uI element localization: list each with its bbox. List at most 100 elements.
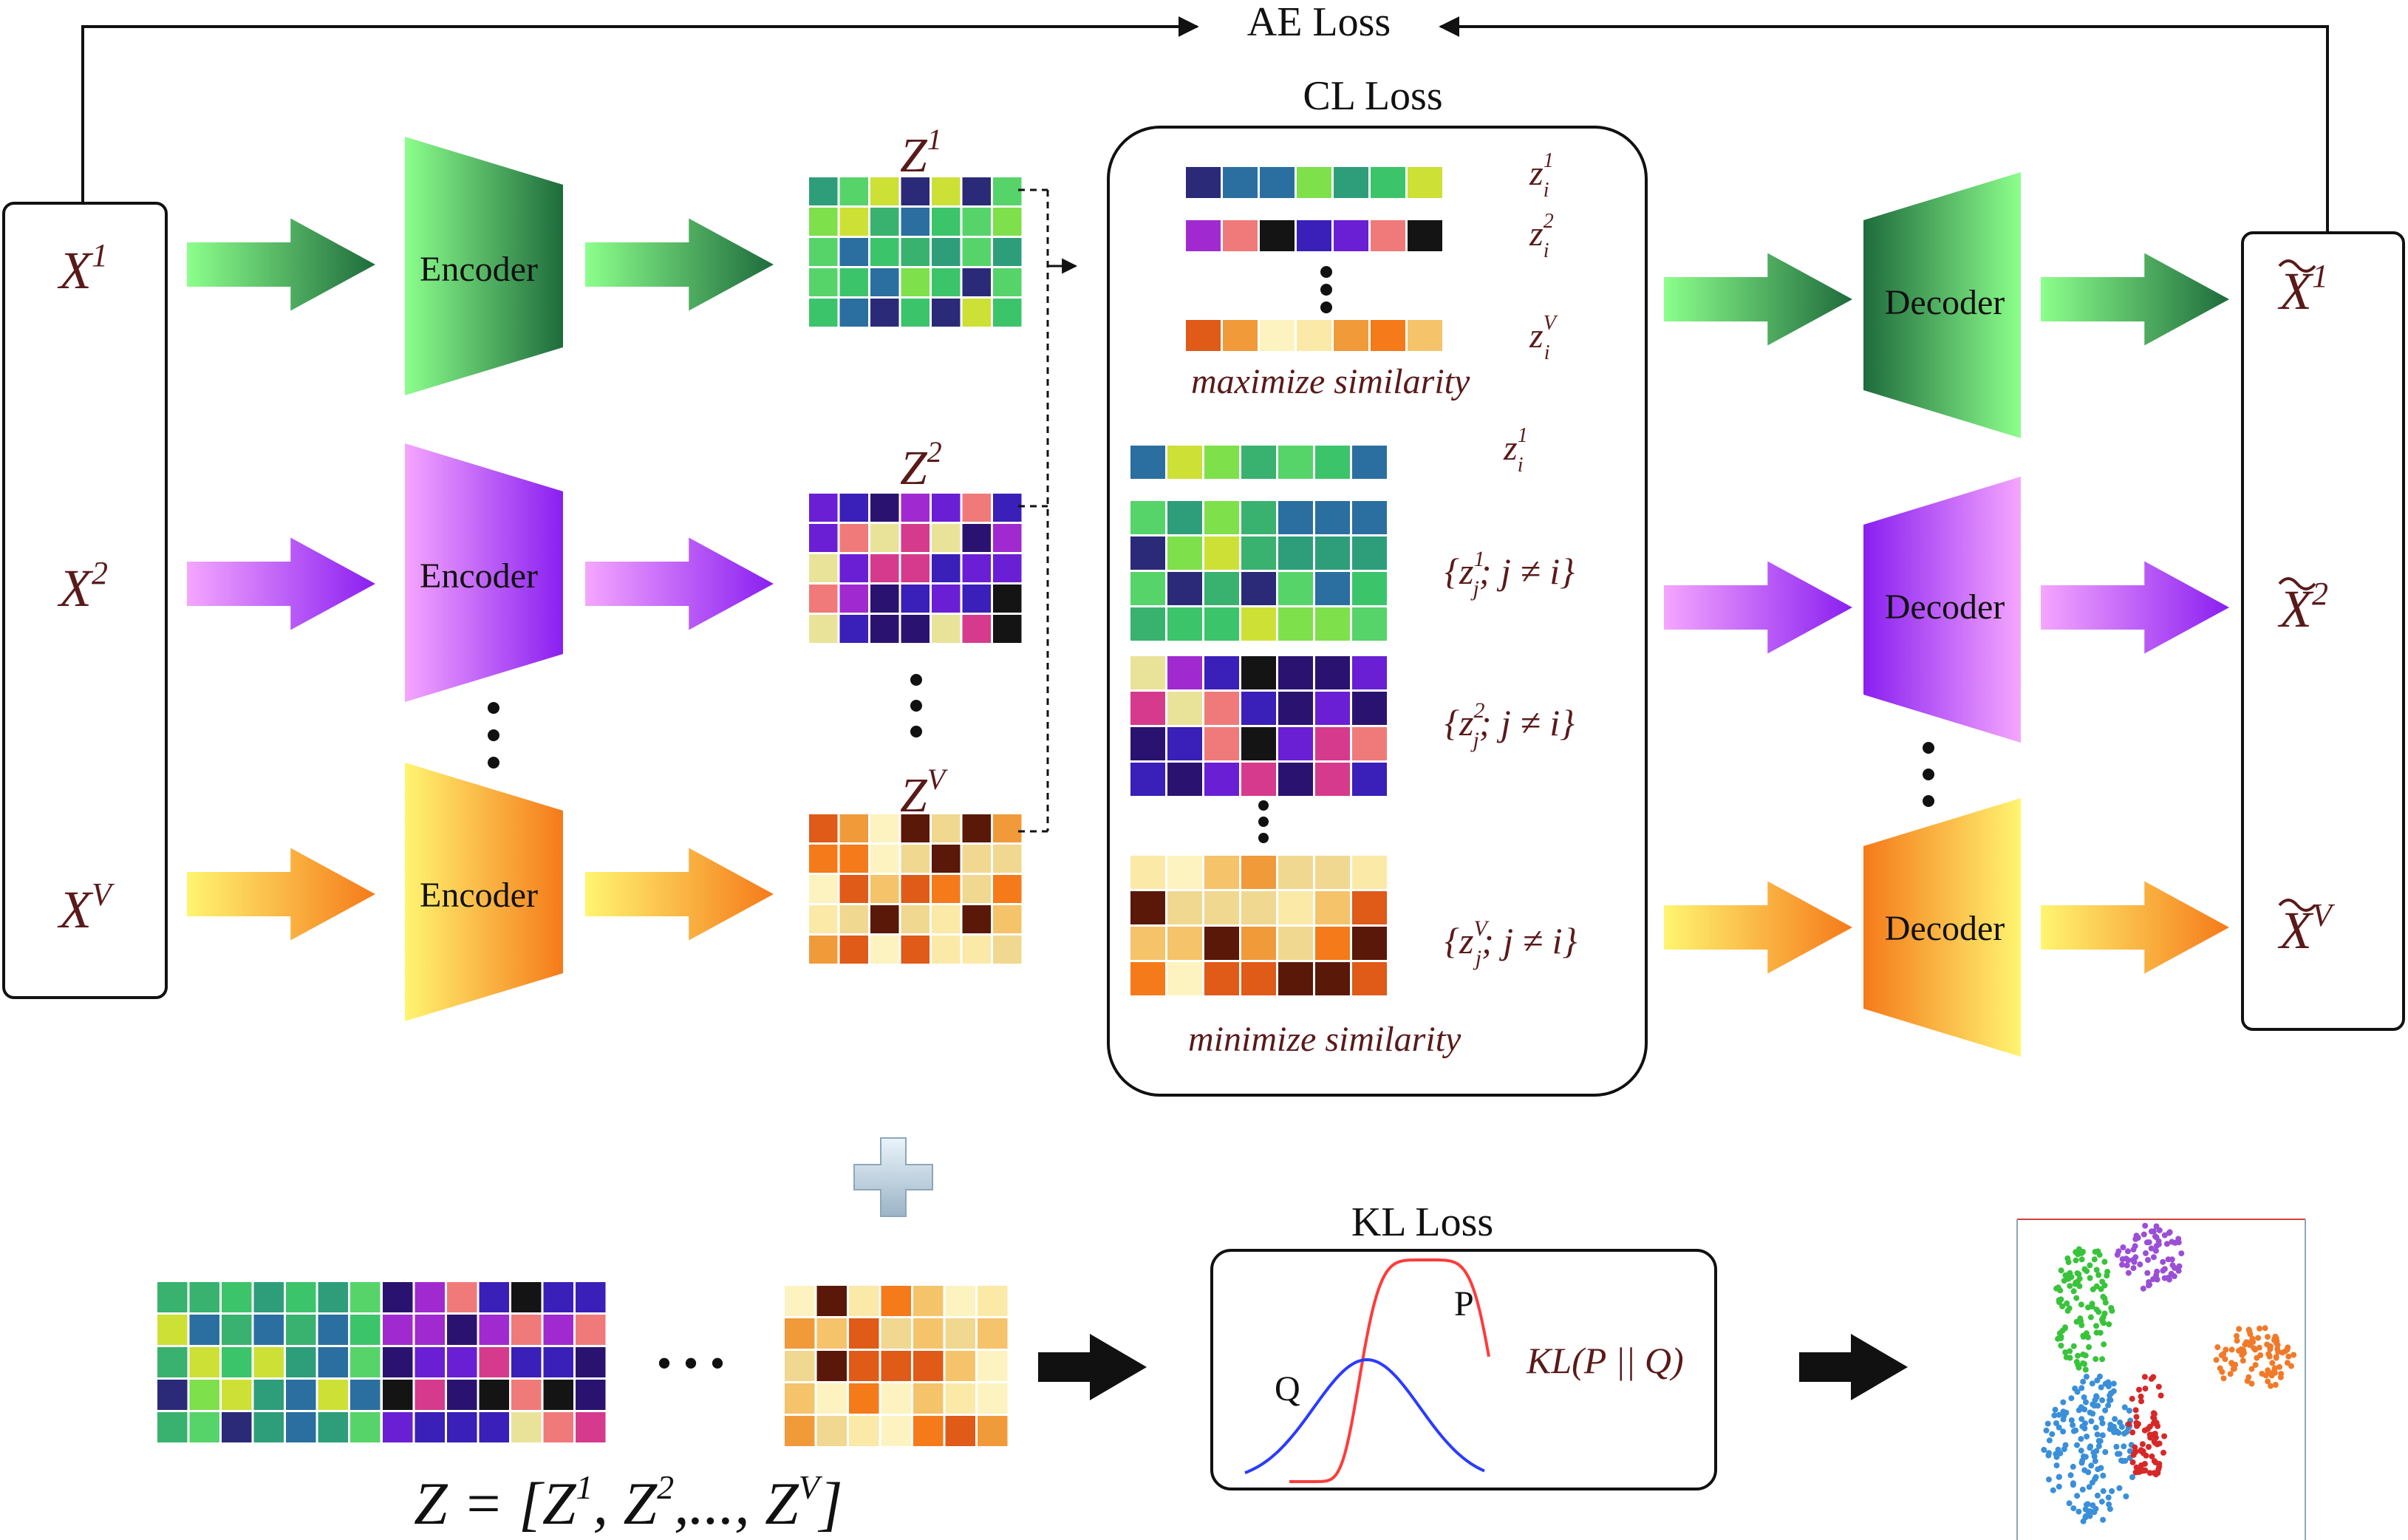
scatter-point	[2082, 1420, 2088, 1427]
zv-cell	[962, 875, 991, 903]
recon-x1: X1	[2277, 258, 2328, 321]
scatter-point	[2097, 1329, 2104, 1336]
z1-cell	[932, 299, 961, 327]
fused-z2-cell	[447, 1315, 477, 1345]
cl-neg-zv-cell	[1315, 927, 1350, 960]
svg-text:Encoder: Encoder	[420, 250, 538, 289]
fused-z2-cell	[479, 1347, 509, 1377]
input-xv: XV	[57, 876, 115, 939]
cl-neg-z2-cell	[1204, 763, 1239, 796]
scatter-point	[2130, 1265, 2137, 1272]
z2-cell	[932, 494, 961, 522]
scatter-point	[2087, 1443, 2094, 1450]
cl-neg-z2-cell	[1130, 692, 1165, 725]
scatter-point	[2148, 1245, 2155, 1252]
cl-neg-zv-cell	[1352, 856, 1387, 889]
scatter-point	[2154, 1441, 2160, 1448]
arrow-input-to-encoder-3	[187, 848, 375, 941]
scatter-point	[2107, 1425, 2113, 1432]
q-label: Q	[1275, 1369, 1300, 1408]
fused-zv-cell	[978, 1351, 1008, 1381]
fused-z1-cell	[253, 1282, 284, 1312]
scatter-point	[2156, 1227, 2163, 1233]
cl-neg-z2-cell	[1278, 656, 1313, 689]
fused-z1-cell	[286, 1347, 316, 1377]
scatter-point	[2137, 1261, 2143, 1268]
cl-neg-z1-cell	[1241, 501, 1276, 534]
fused-z2-cell	[511, 1412, 542, 1442]
z2-cell	[993, 554, 1022, 582]
z1-cell	[932, 208, 961, 236]
z1-cell	[870, 208, 899, 236]
scatter-point	[2236, 1326, 2242, 1332]
cl-neg-zv-cell	[1241, 856, 1276, 889]
scatter-point	[2100, 1516, 2107, 1523]
z1-cell	[901, 238, 930, 266]
scatter-point	[2285, 1353, 2292, 1360]
fused-z1-cell	[157, 1347, 188, 1377]
scatter-point	[2094, 1377, 2101, 1383]
scatter-point	[2118, 1424, 2125, 1430]
zv-cell	[901, 875, 930, 903]
z2-cell	[870, 524, 899, 552]
scatter-point	[2053, 1420, 2059, 1426]
cl-neg-z1-cell	[1315, 536, 1350, 570]
z2-cell	[901, 554, 930, 582]
z2-cell	[993, 524, 1022, 552]
cl-neg-zv-cell	[1167, 891, 1202, 924]
zv-cell	[901, 814, 930, 842]
scatter-point	[2078, 1416, 2085, 1423]
scatter-point	[2288, 1363, 2294, 1369]
fused-z2-cell	[415, 1315, 445, 1345]
cl-loss-panel	[1107, 126, 1648, 1097]
latent-z1-matrix	[809, 177, 1022, 327]
reconstructed-views-box	[2241, 231, 2405, 1031]
scatter-point	[2086, 1484, 2092, 1490]
scatter-point	[2153, 1420, 2160, 1426]
cl-neg-z2-cell	[1241, 727, 1276, 760]
cl-neg-zv-cell	[1241, 962, 1276, 995]
scatter-point	[2129, 1395, 2135, 1402]
z1-cell	[809, 299, 838, 327]
scatter-point	[2262, 1325, 2268, 1332]
scatter-point	[2068, 1395, 2075, 1402]
scatter-point	[2070, 1482, 2076, 1488]
zv-cell	[932, 814, 961, 842]
cl-neg-z1-cell	[1315, 572, 1350, 605]
fused-z2-cell	[415, 1347, 445, 1377]
fused-z1-cell	[350, 1315, 381, 1345]
scatter-point	[2144, 1425, 2151, 1432]
cl-pos-z1-cell	[1334, 167, 1368, 198]
z1-cell	[993, 299, 1022, 327]
scatter-point	[2117, 1419, 2124, 1425]
scatter-point	[2151, 1470, 2158, 1476]
scatter-point	[2138, 1393, 2144, 1400]
scatter-point	[2093, 1306, 2100, 1313]
zv-cell	[932, 845, 961, 873]
zv-cell	[870, 814, 899, 842]
cl-neg-z1-cell	[1278, 607, 1313, 641]
cl-pos-zv-cell	[1223, 320, 1258, 351]
scatter-point	[2067, 1472, 2074, 1479]
scatter-point	[2138, 1447, 2144, 1454]
svg-text:Decoder: Decoder	[1885, 587, 2005, 627]
cl-neg-zv-cell	[1204, 856, 1239, 889]
scatter-point	[2067, 1348, 2073, 1355]
cl-pos-z2-cell	[1371, 220, 1405, 251]
latent-zv-label: ZV	[900, 763, 949, 822]
scatter-point	[2073, 1295, 2080, 1301]
scatter-point	[2106, 1397, 2112, 1403]
cl-neg-anchor-cell	[1167, 446, 1202, 479]
scatter-point	[2056, 1297, 2062, 1304]
cl-neg-z1-cell	[1352, 501, 1387, 534]
cl-neg-zv-cell	[1352, 891, 1387, 924]
fused-zv-cell	[913, 1383, 944, 1414]
zv-cell	[839, 905, 868, 933]
fused-z1-cell	[318, 1412, 348, 1442]
scatter-point	[2153, 1272, 2160, 1278]
fused-z1-cell	[189, 1412, 219, 1442]
cl-neg-anchor-cell	[1204, 446, 1239, 479]
z1-cell	[870, 299, 899, 327]
arrow-decoder-to-output-1	[2041, 253, 2229, 346]
fused-z2-cell	[543, 1412, 573, 1442]
